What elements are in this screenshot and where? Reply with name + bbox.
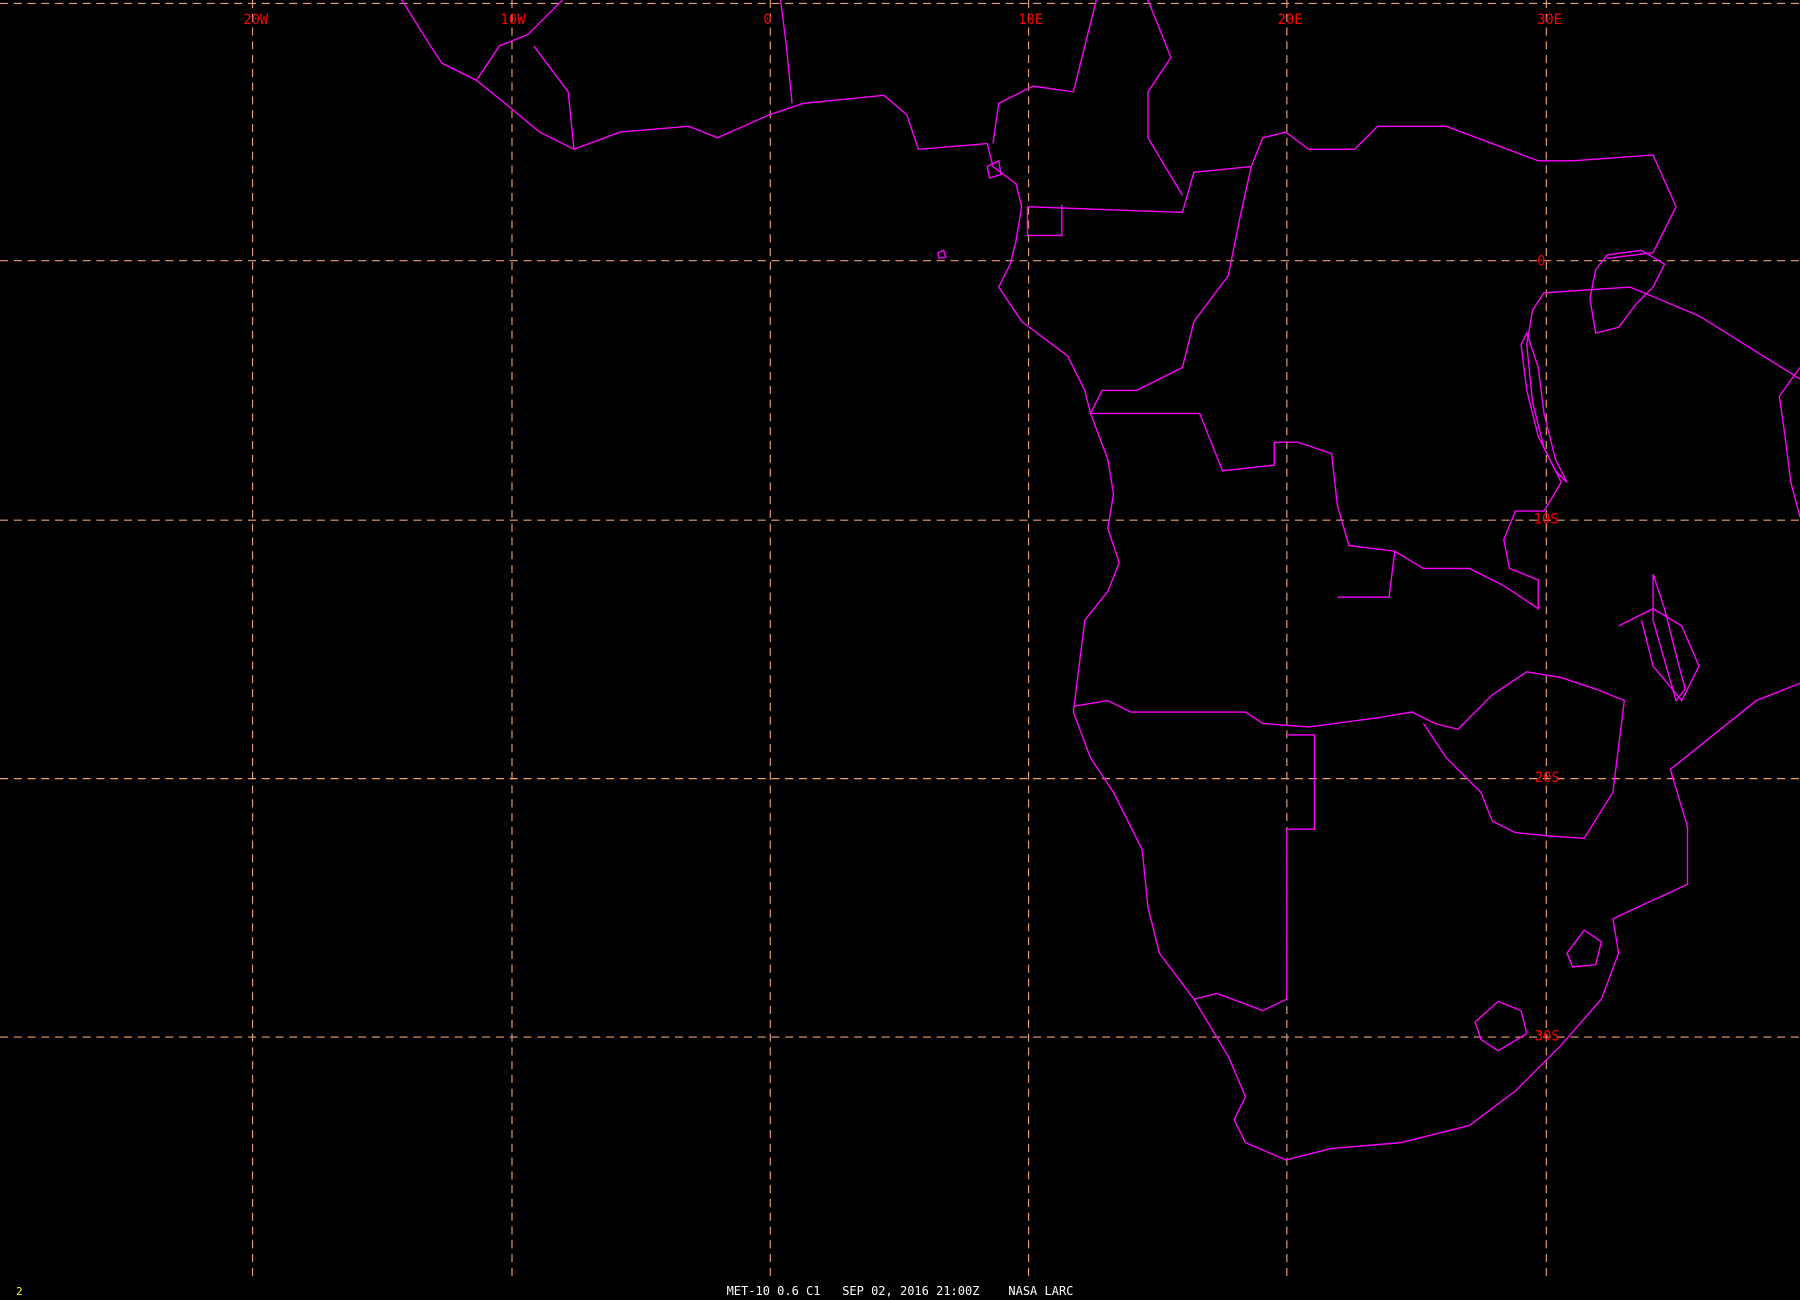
lat-label-10s: 10S [1534,512,1559,528]
border-e [1147,0,1183,196]
lesotho [1474,1000,1528,1052]
east-coast [1778,367,1800,517]
border-botswana [1193,734,1316,1012]
bioko-island [986,159,1002,179]
lon-label-0: 0 [763,12,771,28]
eswatini [1566,929,1603,968]
lon-label-10e: 10E [1018,12,1043,28]
border-angola-namibia [1073,671,1626,840]
lake-victoria [1589,249,1666,334]
lat-label-0: 0 [1537,253,1545,269]
border-gabon [1026,204,1063,237]
border-c [992,0,1097,144]
coastlines [401,0,1800,1161]
lon-label-30e: 30E [1537,12,1562,28]
satellite-channel: MET-10 0.6 C1 [726,1284,821,1298]
lake-malawi [1652,573,1686,703]
lon-label-20e: 20E [1278,12,1303,28]
lat-label-20s: 20S [1535,770,1560,786]
image-caption: MET-10 0.6 C1 SEP 02, 2016 21:00Z NASA L… [0,1284,1800,1298]
lat-label-30s: 30S [1535,1028,1560,1044]
borders-west-africa [475,0,563,81]
frame-number: 2 [16,1285,23,1298]
africa-coastline [401,0,1800,1161]
sao-tome-island [937,249,947,260]
border-b [779,0,793,104]
lon-label-20w: 20W [243,12,269,28]
border-a [533,45,575,150]
lake-tanganyika [1520,331,1568,483]
observation-datetime: SEP 02, 2016 21:00Z [842,1284,980,1298]
grid-labels: 20W 10W 0 10E 20E 30E 0 10S 20S 30S [243,12,1562,1044]
border-mozambique [1618,607,1700,702]
border-zambia [1337,551,1396,598]
border-congo [1089,166,1800,610]
border-d [1027,125,1677,260]
data-source: NASA LARC [1008,1284,1074,1298]
lon-label-10w: 10W [501,12,527,28]
